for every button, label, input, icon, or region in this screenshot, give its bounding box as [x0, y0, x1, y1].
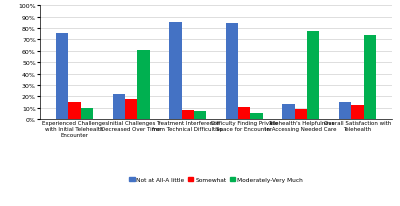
Bar — [238, 107, 250, 119]
Bar — [250, 114, 263, 119]
Bar — [68, 103, 81, 119]
Bar — [169, 23, 182, 119]
Bar — [307, 32, 320, 119]
Bar — [182, 110, 194, 119]
Bar — [294, 109, 307, 119]
Bar — [339, 103, 351, 119]
Bar — [364, 36, 376, 119]
Bar — [226, 24, 238, 119]
Bar — [56, 33, 68, 119]
Bar — [351, 106, 364, 119]
Legend: Not at All-A little, Somewhat, Moderately-Very Much: Not at All-A little, Somewhat, Moderatel… — [127, 175, 305, 185]
Bar — [125, 99, 138, 119]
Bar — [81, 108, 93, 119]
Bar — [194, 112, 206, 119]
Bar — [138, 50, 150, 119]
Bar — [282, 105, 294, 119]
Bar — [112, 95, 125, 119]
